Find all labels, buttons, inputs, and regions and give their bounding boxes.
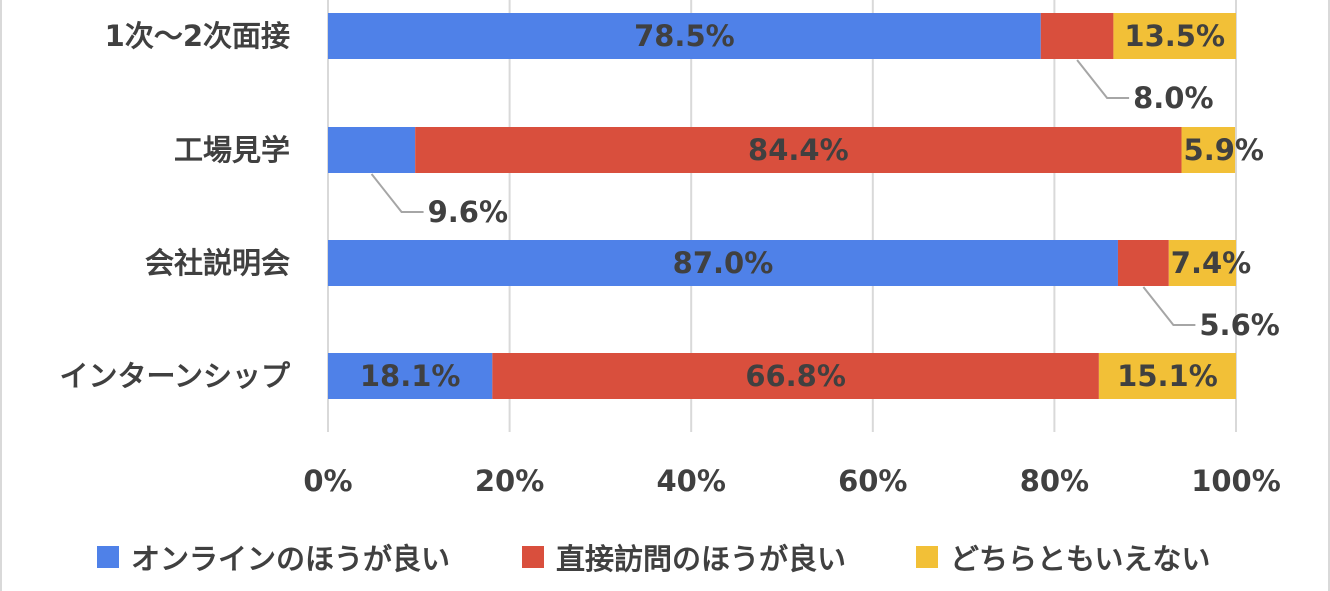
data-label: 7.4% xyxy=(1171,246,1251,280)
legend-label-visit: 直接訪問のほうが良い xyxy=(556,542,847,576)
data-label: 18.1% xyxy=(360,359,461,393)
bar-segment xyxy=(1181,127,1236,173)
chart-plot-area: 0% 20% 40% 60% 80% 100% 1次～2次面接工場見学会社説明会インターンシ… xyxy=(59,0,1281,498)
x-tick-label: 0% xyxy=(303,464,352,498)
bar-segment xyxy=(492,353,1099,399)
legend-item-visit: 直接訪問のほうが良い xyxy=(522,532,846,582)
data-label: 84.4% xyxy=(748,133,849,167)
bar-segment xyxy=(1117,240,1169,286)
data-label: 87.0% xyxy=(673,246,774,280)
legend-item-online: オンラインのほうが良い xyxy=(97,532,450,582)
data-label: 66.8% xyxy=(745,359,846,393)
data-label: 5.9% xyxy=(1184,133,1264,167)
data-label: 13.5% xyxy=(1124,19,1225,53)
legend-swatch-visit xyxy=(522,546,544,568)
y-category-label: インターンシップ xyxy=(59,359,291,393)
y-category-label: 工場見学 xyxy=(174,133,290,167)
bar-segment xyxy=(328,353,493,399)
bar-segment xyxy=(1040,13,1114,59)
chart-frame-right xyxy=(1328,0,1330,591)
legend-label-online: オンラインのほうが良い xyxy=(131,542,451,576)
legend-swatch-neither xyxy=(916,546,938,568)
legend-label-neither: どちらともいえない xyxy=(950,542,1211,576)
data-label: 8.0% xyxy=(1133,81,1213,115)
y-category-label: 1次～2次面接 xyxy=(105,19,290,53)
x-tick-label: 80% xyxy=(1020,464,1089,498)
bar-segment xyxy=(1113,13,1236,59)
bar-segment xyxy=(1168,240,1236,286)
x-tick-label: 60% xyxy=(838,464,907,498)
x-tick-label: 40% xyxy=(656,464,725,498)
leader-line xyxy=(1076,59,1130,99)
chart-frame-left xyxy=(0,0,2,591)
legend-item-neither: どちらともいえない xyxy=(916,532,1210,582)
leader-line xyxy=(370,173,424,213)
bar-segment xyxy=(328,127,416,173)
x-tick-label: 100% xyxy=(1191,464,1281,498)
y-category-label: 会社説明会 xyxy=(145,246,290,280)
data-label: 15.1% xyxy=(1117,359,1218,393)
bar-segment xyxy=(328,13,1041,59)
data-label: 5.6% xyxy=(1199,308,1279,342)
data-label: 78.5% xyxy=(634,19,735,53)
legend-swatch-online xyxy=(97,546,119,568)
bar-segment xyxy=(415,127,1182,173)
data-label: 9.6% xyxy=(428,195,508,229)
chart-legend: オンラインのほうが良い 直接訪問のほうが良い どちらともいえない xyxy=(0,532,1330,582)
x-tick-label: 20% xyxy=(475,464,544,498)
bar-segment xyxy=(1098,353,1236,399)
bar-segment xyxy=(328,240,1118,286)
leader-line xyxy=(1142,286,1196,326)
